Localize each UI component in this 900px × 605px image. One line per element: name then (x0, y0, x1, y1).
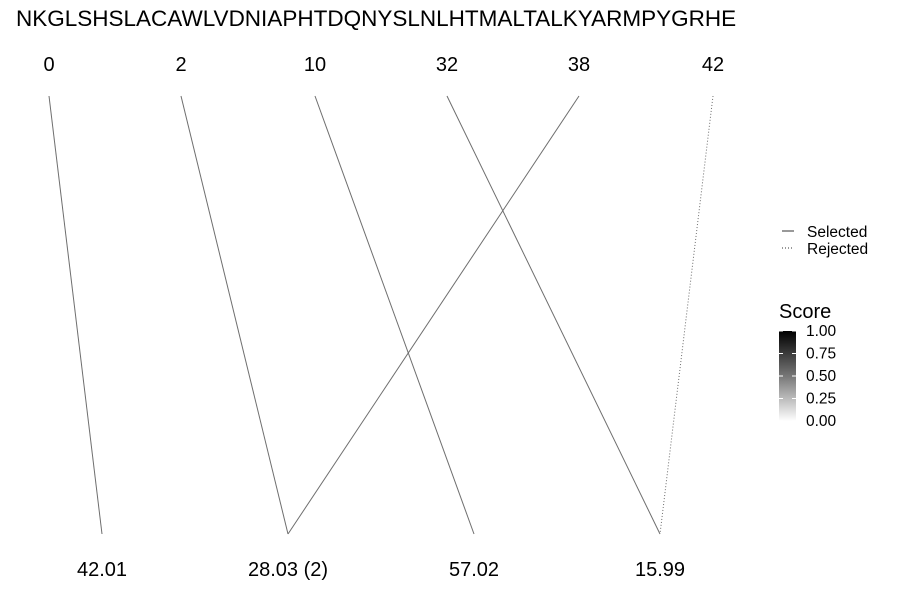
selected-link-line (180, 95, 289, 535)
top-position-label: 10 (304, 54, 326, 76)
top-position-label: 2 (175, 54, 186, 76)
selected-link-line (446, 95, 661, 535)
score-tick-label: 0.00 (806, 413, 837, 430)
bottom-value-labels: 42.01 28.03 (2) 57.02 15.99 (77, 559, 685, 581)
selected-link-line (287, 95, 580, 535)
score-tick-label: 0.50 (806, 368, 837, 385)
score-ticks: 1.00 0.75 0.50 0.25 0.00 (779, 323, 837, 430)
top-position-labels: 0 2 10 32 38 42 (43, 54, 724, 76)
bottom-value-label: 15.99 (635, 559, 685, 581)
top-position-label: 32 (436, 54, 458, 76)
selected-link-line (314, 95, 475, 535)
selected-link-line (48, 95, 103, 535)
link-lines (48, 95, 714, 535)
score-legend: Score 1.00 0.75 0.50 0.25 0.00 (779, 301, 837, 430)
linetype-legend: Selected Rejected (782, 224, 868, 258)
top-position-label: 42 (702, 54, 724, 76)
selected-legend-label: Selected (807, 224, 867, 241)
bottom-value-label: 57.02 (449, 559, 499, 581)
bottom-value-label: 28.03 (2) (248, 559, 328, 581)
score-tick-label: 0.25 (806, 391, 836, 408)
rejected-link-line (659, 95, 714, 535)
score-colorbar (779, 331, 796, 421)
sequence-text: NKGLSHSLACAWLVDNIAPHTDQNYSLNLHTMALTALKYA… (16, 6, 737, 31)
score-tick-label: 0.75 (806, 346, 836, 363)
top-position-label: 38 (568, 54, 590, 76)
score-tick-label: 1.00 (806, 323, 837, 340)
rejected-legend-label: Rejected (807, 241, 868, 258)
score-legend-title: Score (779, 301, 831, 323)
bottom-value-label: 42.01 (77, 559, 127, 581)
top-position-label: 0 (43, 54, 54, 76)
